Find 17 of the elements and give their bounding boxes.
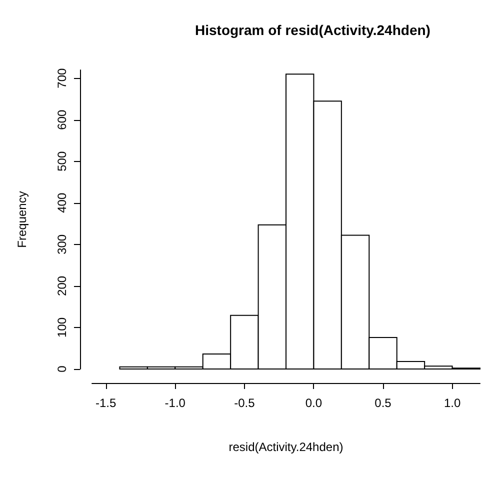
x-tick-label: -0.5 bbox=[234, 396, 256, 410]
x-tick-label: 0.5 bbox=[374, 396, 392, 410]
x-tick-label: 1.0 bbox=[444, 396, 461, 410]
y-tick-label: 300 bbox=[55, 234, 69, 254]
x-tick-label: -1.0 bbox=[164, 396, 186, 410]
y-tick-label: 500 bbox=[55, 151, 69, 172]
y-tick-label: 400 bbox=[55, 192, 69, 213]
x-tick-label: 0.0 bbox=[305, 396, 322, 410]
y-axis-title: Frequency bbox=[15, 191, 29, 248]
y-tick-label: 600 bbox=[55, 110, 69, 130]
x-tick-label: -1.5 bbox=[96, 396, 117, 410]
x-axis-title: resid(Activity.24hden) bbox=[228, 440, 344, 454]
y-tick-label: 0 bbox=[55, 365, 69, 372]
y-tick-label: 200 bbox=[55, 276, 69, 296]
y-tick-label: 100 bbox=[55, 317, 69, 338]
chart-title: Histogram of resid(Activity.24hden) bbox=[195, 22, 430, 38]
y-tick-label: 700 bbox=[55, 68, 69, 88]
